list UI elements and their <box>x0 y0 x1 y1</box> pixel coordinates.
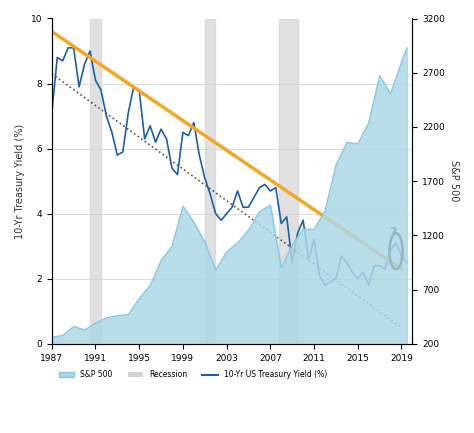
Text: ?: ? <box>389 226 396 239</box>
Bar <box>279 19 298 344</box>
Legend: S&P 500, Recession, 10-Yr US Treasury Yield (%): S&P 500, Recession, 10-Yr US Treasury Yi… <box>55 367 330 382</box>
Y-axis label: 10-Yr Treasury Yield (%): 10-Yr Treasury Yield (%) <box>15 123 25 239</box>
Y-axis label: S&P 500: S&P 500 <box>449 161 459 202</box>
Bar <box>90 19 101 344</box>
Bar <box>205 19 215 344</box>
